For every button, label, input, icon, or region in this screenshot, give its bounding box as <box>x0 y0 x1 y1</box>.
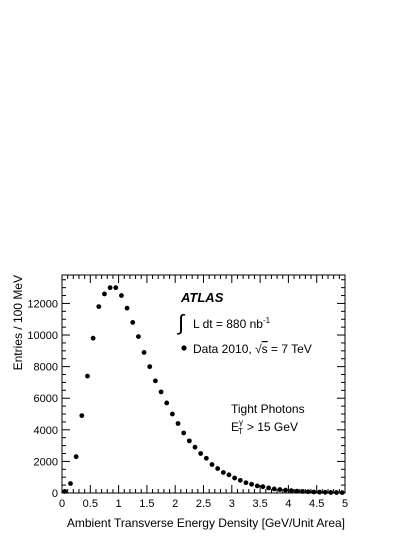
legend-data-prefix: Data 2010, <box>193 342 252 356</box>
legend-sqrt-symbol: √ <box>255 342 262 356</box>
data-point <box>62 489 68 494</box>
data-point <box>96 304 102 309</box>
data-point <box>283 487 288 493</box>
data-points <box>62 285 345 496</box>
data-point <box>288 488 294 494</box>
y-axis-label: Entries / 100 MeV <box>11 275 25 370</box>
data-point <box>85 373 90 379</box>
x-tick-label: 4.5 <box>309 498 324 510</box>
selection-rest: > 15 GeV <box>247 420 298 434</box>
legend-marker <box>181 345 187 351</box>
data-point <box>186 438 192 444</box>
data-point <box>277 487 283 492</box>
x-tick-label: 4 <box>285 498 291 510</box>
y-tick-label: 6000 <box>34 393 58 405</box>
data-point <box>73 454 79 460</box>
x-axis-label: Ambient Transverse Energy Density [GeV/U… <box>67 516 345 530</box>
selection-label-line2: Eγ T > 15 GeV <box>231 418 298 436</box>
x-tick-label: 2.5 <box>196 498 211 510</box>
data-point <box>322 489 328 495</box>
selection-E: E <box>231 420 239 434</box>
data-point <box>141 350 147 355</box>
lumi-text: L dt = 880 nb <box>193 317 263 331</box>
y-tick-label: 2000 <box>34 456 58 468</box>
data-point <box>249 481 255 487</box>
selection-T-sub: T <box>238 427 243 436</box>
legend-entry-data: Data 2010, √s = 7 TeV <box>193 342 312 356</box>
data-point <box>152 378 158 384</box>
data-point <box>164 400 170 406</box>
lumi-integral-symbol: ∫ <box>176 310 186 335</box>
data-point <box>254 483 260 489</box>
data-point <box>339 490 345 496</box>
data-point <box>203 455 209 461</box>
data-point <box>328 490 334 495</box>
data-point <box>124 305 130 311</box>
data-point <box>215 466 221 471</box>
data-point <box>181 430 187 436</box>
x-tick-label: 1 <box>116 498 122 510</box>
data-point <box>175 421 181 426</box>
data-point <box>266 485 271 491</box>
data-point <box>192 444 198 450</box>
x-axis: 0 0.5 1 1.5 2 2.5 3 3.5 4 4.5 5 <box>59 275 348 510</box>
data-point <box>311 489 317 495</box>
data-point <box>68 481 73 486</box>
data-point <box>305 489 311 495</box>
y-tick-label: 4000 <box>34 425 58 437</box>
data-point <box>79 413 85 418</box>
data-point <box>90 335 96 341</box>
x-tick-label: 3.5 <box>252 498 267 510</box>
data-point <box>169 411 175 417</box>
plot-frame <box>61 274 346 494</box>
data-point <box>300 489 305 494</box>
y-tick-label: 8000 <box>34 362 58 374</box>
data-point <box>136 334 141 340</box>
data-point <box>102 291 107 297</box>
x-tick-label: 5 <box>342 498 348 510</box>
data-point <box>294 488 300 494</box>
data-point <box>260 484 266 490</box>
data-point <box>226 472 232 478</box>
legend-data-suffix: = 7 TeV <box>271 342 312 356</box>
data-point <box>107 285 113 291</box>
data-point <box>198 451 204 456</box>
lumi-label: L dt = 880 nb-1 <box>193 316 271 331</box>
data-point <box>113 285 119 291</box>
y-tick-label: 0 <box>52 488 58 500</box>
data-point <box>130 319 136 325</box>
x-tick-label: 0 <box>59 498 65 510</box>
x-tick-label: 0.5 <box>83 498 98 510</box>
data-point <box>232 475 238 481</box>
data-point <box>271 486 277 492</box>
data-point <box>334 490 339 495</box>
legend-sqrt-s: s <box>262 342 268 356</box>
data-point <box>119 293 124 298</box>
data-point <box>158 389 164 395</box>
y-tick-label: 12000 <box>27 298 58 310</box>
x-tick-label: 3 <box>229 498 235 510</box>
data-point <box>237 477 243 483</box>
y-axis: 0 2000 4000 6000 8000 10000 12000 <box>27 279 345 500</box>
data-point <box>317 489 322 495</box>
experiment-label: ATLAS <box>180 290 224 305</box>
data-point <box>147 364 153 370</box>
lumi-superscript: -1 <box>263 316 271 325</box>
x-tick-label: 2 <box>172 498 178 510</box>
data-point <box>209 462 215 467</box>
data-point <box>243 480 249 486</box>
selection-label-line1: Tight Photons <box>231 402 305 416</box>
x-tick-label: 1.5 <box>139 498 154 510</box>
data-point <box>220 470 226 475</box>
y-tick-label: 10000 <box>27 330 58 342</box>
selection-gamma-sup: γ <box>239 418 243 427</box>
